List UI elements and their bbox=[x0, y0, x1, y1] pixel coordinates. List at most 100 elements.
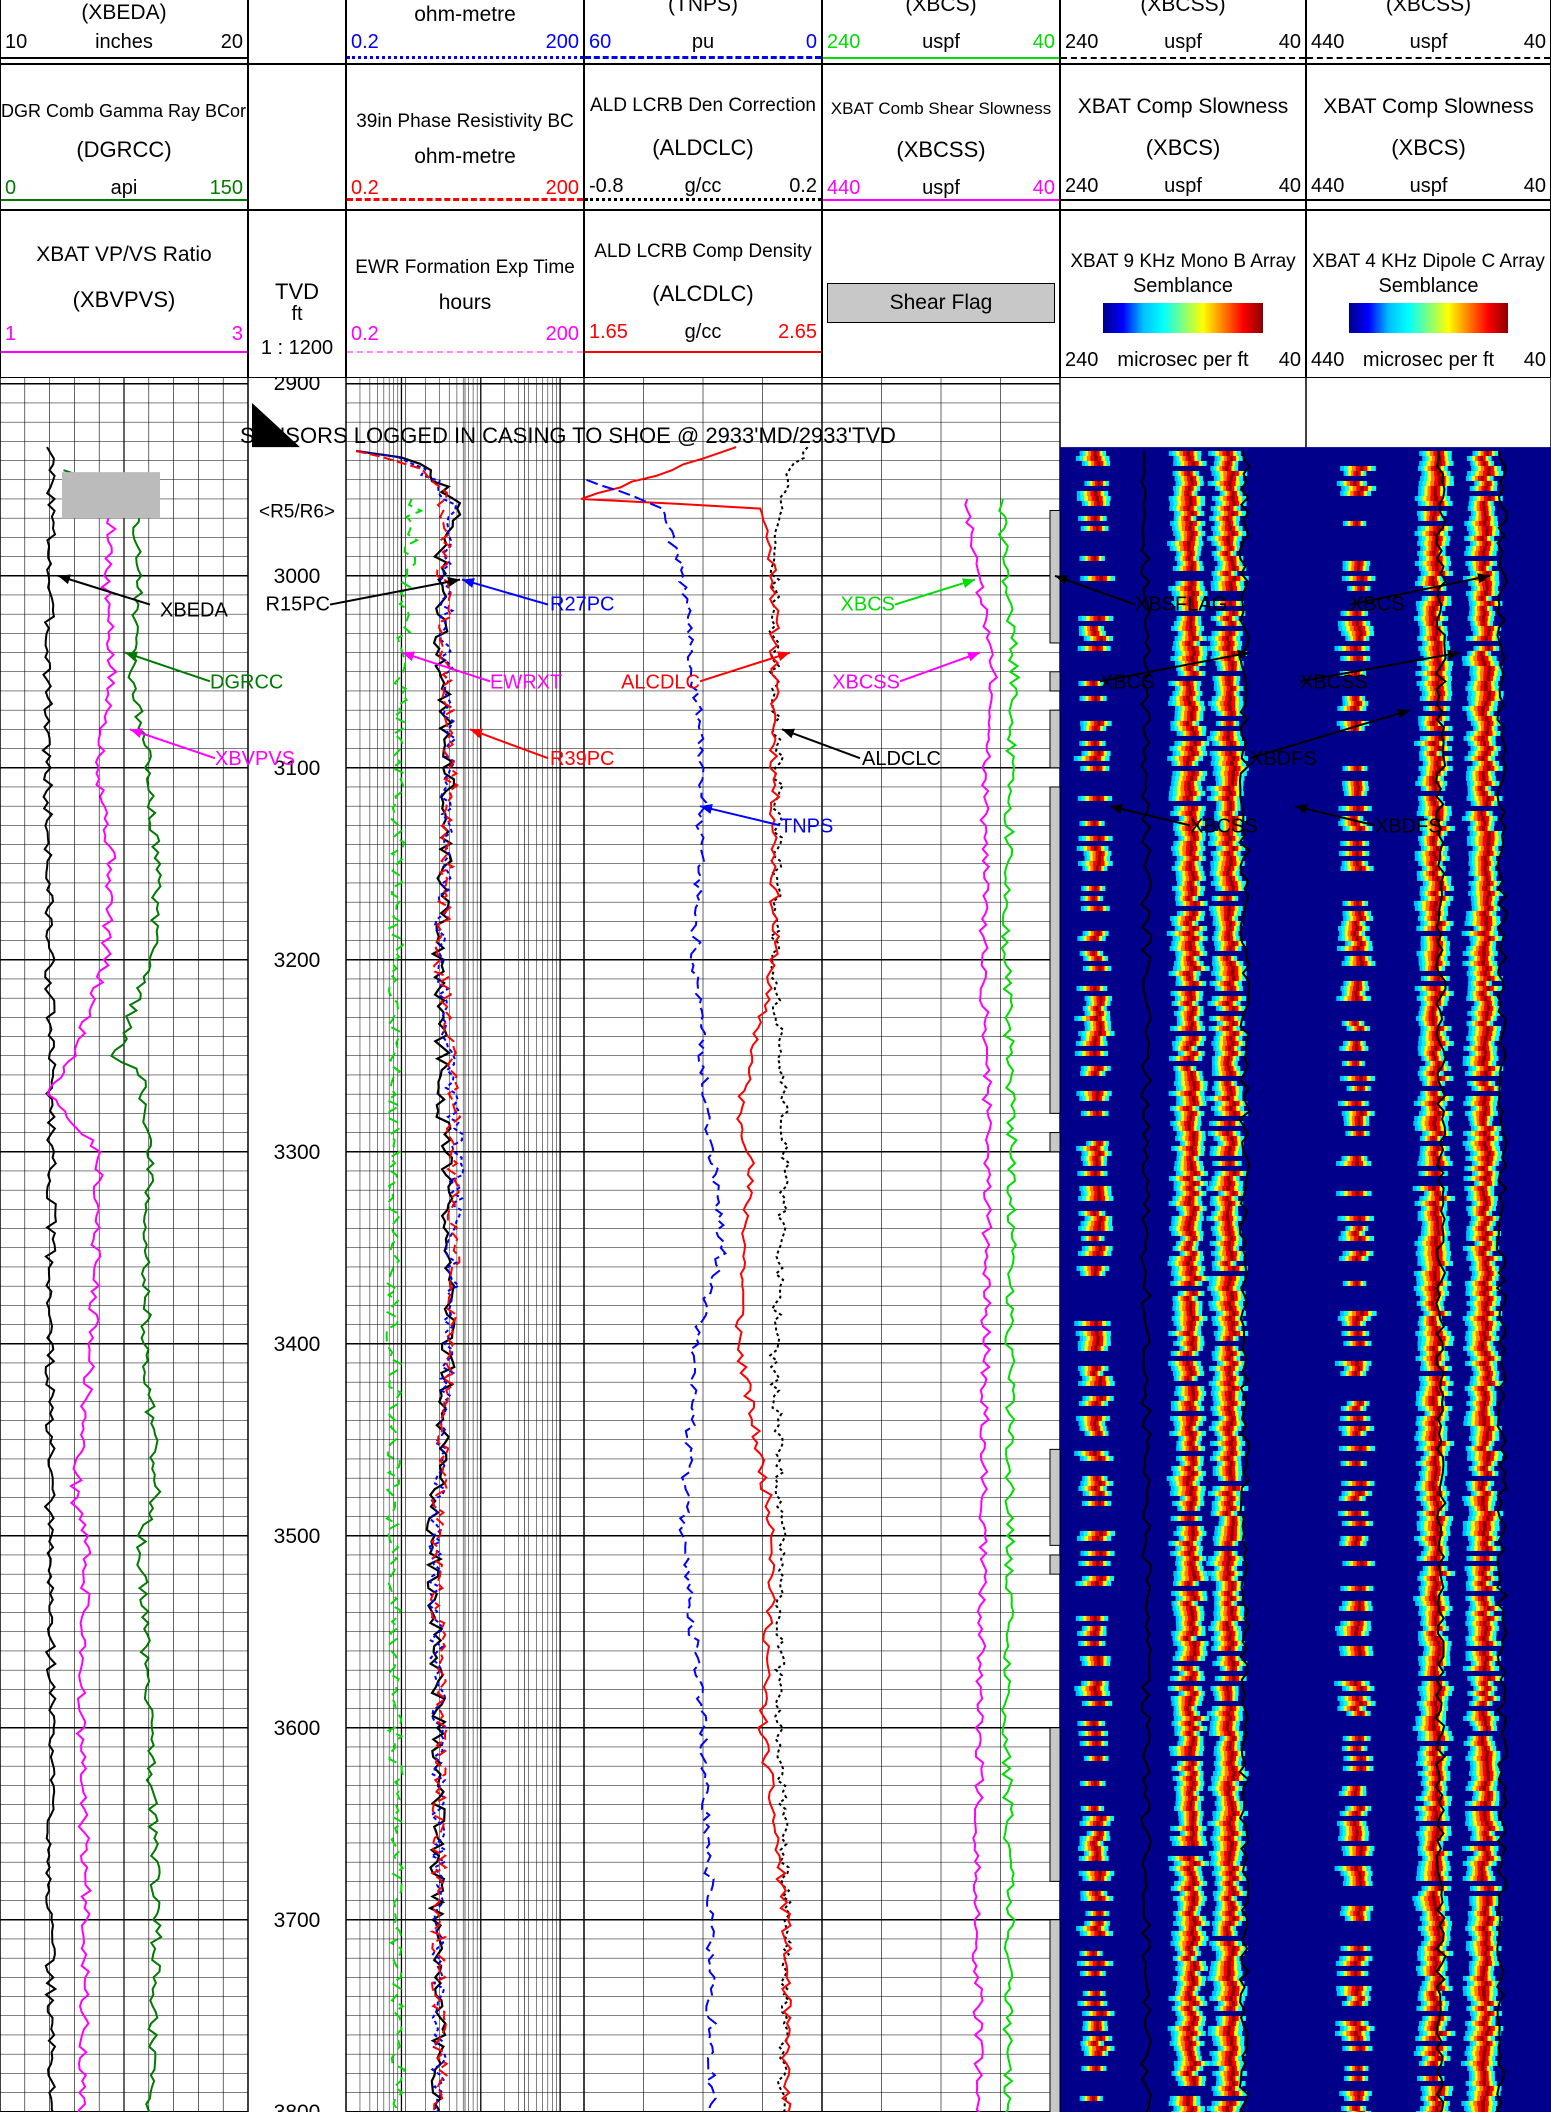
curve-label: R39PC bbox=[550, 748, 614, 770]
arrow-head bbox=[462, 578, 475, 588]
header-title: XBAT Comp Slowness bbox=[1323, 95, 1534, 118]
scale-unit: pu bbox=[691, 31, 715, 53]
scale-min: 240 bbox=[1065, 175, 1099, 197]
depth-tick-label: 3200 bbox=[274, 949, 321, 972]
curve-label: XBCS bbox=[841, 594, 895, 616]
leader-line bbox=[469, 728, 549, 760]
leader-line bbox=[1294, 805, 1376, 827]
semblance-colorbar bbox=[1349, 303, 1508, 333]
curve-semblance-pick bbox=[1434, 450, 1447, 2112]
header-title: EWR Formation Exp Time bbox=[355, 257, 575, 278]
shear-flag-bar bbox=[1049, 1448, 1061, 1546]
header-subtitle: Semblance bbox=[1132, 275, 1234, 297]
scale-max: 0.2 bbox=[789, 175, 817, 197]
curve-label: XBCSS bbox=[1300, 671, 1368, 693]
header-title: ohm-metre bbox=[414, 3, 516, 26]
depth-unit: ft bbox=[291, 303, 303, 325]
scale-min: 1 bbox=[5, 323, 17, 345]
header-track5-row3: Shear Flag bbox=[822, 210, 1060, 378]
scale-unit: inches bbox=[95, 31, 153, 53]
depth-tick-label: 3400 bbox=[274, 1333, 321, 1356]
leader-line bbox=[1299, 651, 1461, 683]
scale-min: 240 bbox=[1065, 349, 1099, 371]
header-track6-row1: (XBCSS) 240 uspf 40 bbox=[1060, 0, 1306, 64]
leader-line bbox=[124, 651, 211, 683]
scale-min: 0 bbox=[5, 177, 17, 199]
curve-label: XBCSS bbox=[832, 671, 900, 693]
header-track1-row2: DGR Comb Gamma Ray BCorr (DGRCC) 0 api 1… bbox=[0, 64, 248, 210]
depth-tick-label: 3500 bbox=[274, 1525, 321, 1548]
curve-label: TNPS bbox=[780, 815, 833, 837]
shear-flag-bar bbox=[1049, 1919, 1061, 2112]
leader-line bbox=[57, 574, 151, 606]
scale-min: 240 bbox=[1065, 31, 1099, 53]
casing-note: SENSORS LOGGED IN CASING TO SHOE @ 2933'… bbox=[240, 423, 896, 448]
leader-line bbox=[1054, 574, 1136, 606]
scale-min: 60 bbox=[589, 31, 612, 53]
depth-axis-label: TVD bbox=[275, 279, 319, 304]
arrow-head bbox=[1447, 649, 1460, 660]
curve-label: XBVPVS bbox=[215, 748, 295, 770]
curve-xbvpvs bbox=[46, 475, 118, 2112]
depth-tick-label: 3600 bbox=[274, 1717, 321, 1740]
shear-flag-legend: Shear Flag bbox=[827, 283, 1055, 323]
scale-min: 10 bbox=[5, 31, 28, 53]
gamma-fill bbox=[62, 472, 160, 519]
leader-line bbox=[461, 578, 549, 606]
curve-xbcss bbox=[964, 498, 999, 2112]
header-title: ALD LCRB Comp Density bbox=[594, 241, 812, 262]
curve-label: XBCSS bbox=[1190, 815, 1258, 837]
scale-max: 40 bbox=[1278, 175, 1301, 197]
curve-tnps bbox=[586, 478, 727, 2112]
header-depth-row2 bbox=[248, 64, 346, 210]
header-title: (XBCS) bbox=[905, 0, 977, 16]
curve-label: DGRCC bbox=[210, 671, 283, 693]
header-mnemonic: (XBVPVS) bbox=[72, 287, 176, 312]
curve-xbeda bbox=[41, 446, 58, 2112]
curve-alcdlc bbox=[580, 446, 793, 2112]
header-mnemonic: (ALCDLC) bbox=[652, 281, 754, 306]
header-mnemonic: (XBCS) bbox=[1145, 135, 1221, 160]
header-track1-row1: (XBEDA) 10 inches 20 bbox=[0, 0, 248, 64]
arrow-head bbox=[967, 651, 980, 662]
arrow-head bbox=[777, 651, 790, 662]
arrow-head bbox=[1110, 804, 1123, 814]
scale-min: 240 bbox=[827, 31, 861, 53]
arrow-head bbox=[1237, 649, 1250, 660]
leader-line bbox=[1349, 574, 1491, 606]
shear-flag-label: Shear Flag bbox=[889, 291, 993, 314]
header-track7-row1: (XBCSS) 440 uspf 40 bbox=[1306, 0, 1551, 64]
curve-label: XBDFS bbox=[1250, 748, 1317, 770]
scale-min: 0.2 bbox=[351, 177, 379, 199]
curve-xbcs bbox=[997, 498, 1021, 2112]
curve-label: XBEDA bbox=[160, 599, 228, 621]
arrow-head bbox=[447, 576, 460, 587]
scale-min: 440 bbox=[1311, 175, 1345, 197]
arrow-head bbox=[402, 651, 415, 662]
header-mnemonic: hours bbox=[438, 291, 492, 314]
scale-min: 1.65 bbox=[589, 321, 628, 343]
arrow-head bbox=[700, 804, 713, 814]
grid-lines bbox=[0, 378, 1060, 2112]
curve-label: ALCDLC bbox=[621, 671, 700, 693]
scale-min: 440 bbox=[1311, 349, 1345, 371]
header-track3-row3: EWR Formation Exp Time hours 0.2 200 bbox=[346, 210, 584, 378]
header-depth-row3: TVD ft 1 : 1200 bbox=[248, 210, 346, 378]
header-track3-row1: ohm-metre 0.2 200 bbox=[346, 0, 584, 64]
scale-max: 20 bbox=[220, 31, 243, 53]
curve-label: XBDFS bbox=[1375, 815, 1442, 837]
arrow-head bbox=[1055, 575, 1068, 585]
header-title: XBAT VP/VS Ratio bbox=[36, 243, 212, 266]
shear-flag-bar bbox=[1049, 671, 1061, 692]
header-depth-row1 bbox=[248, 0, 346, 64]
header-title: XBAT Comp Slowness bbox=[1077, 95, 1289, 118]
leader-line bbox=[401, 651, 491, 683]
header-track6-row2: XBAT Comp Slowness (XBCS) 240 uspf 40 bbox=[1060, 64, 1306, 210]
scale-max: 0 bbox=[805, 31, 817, 53]
curve-label: ALDCLC bbox=[862, 748, 941, 770]
depth-tick-label: 3100 bbox=[274, 757, 321, 780]
shear-flag-bar bbox=[1049, 786, 1061, 1114]
header-title: 39in Phase Resistivity BC bbox=[356, 111, 574, 132]
scale-min: 0.2 bbox=[351, 31, 379, 53]
curve-semblance-pick bbox=[1495, 450, 1509, 2112]
